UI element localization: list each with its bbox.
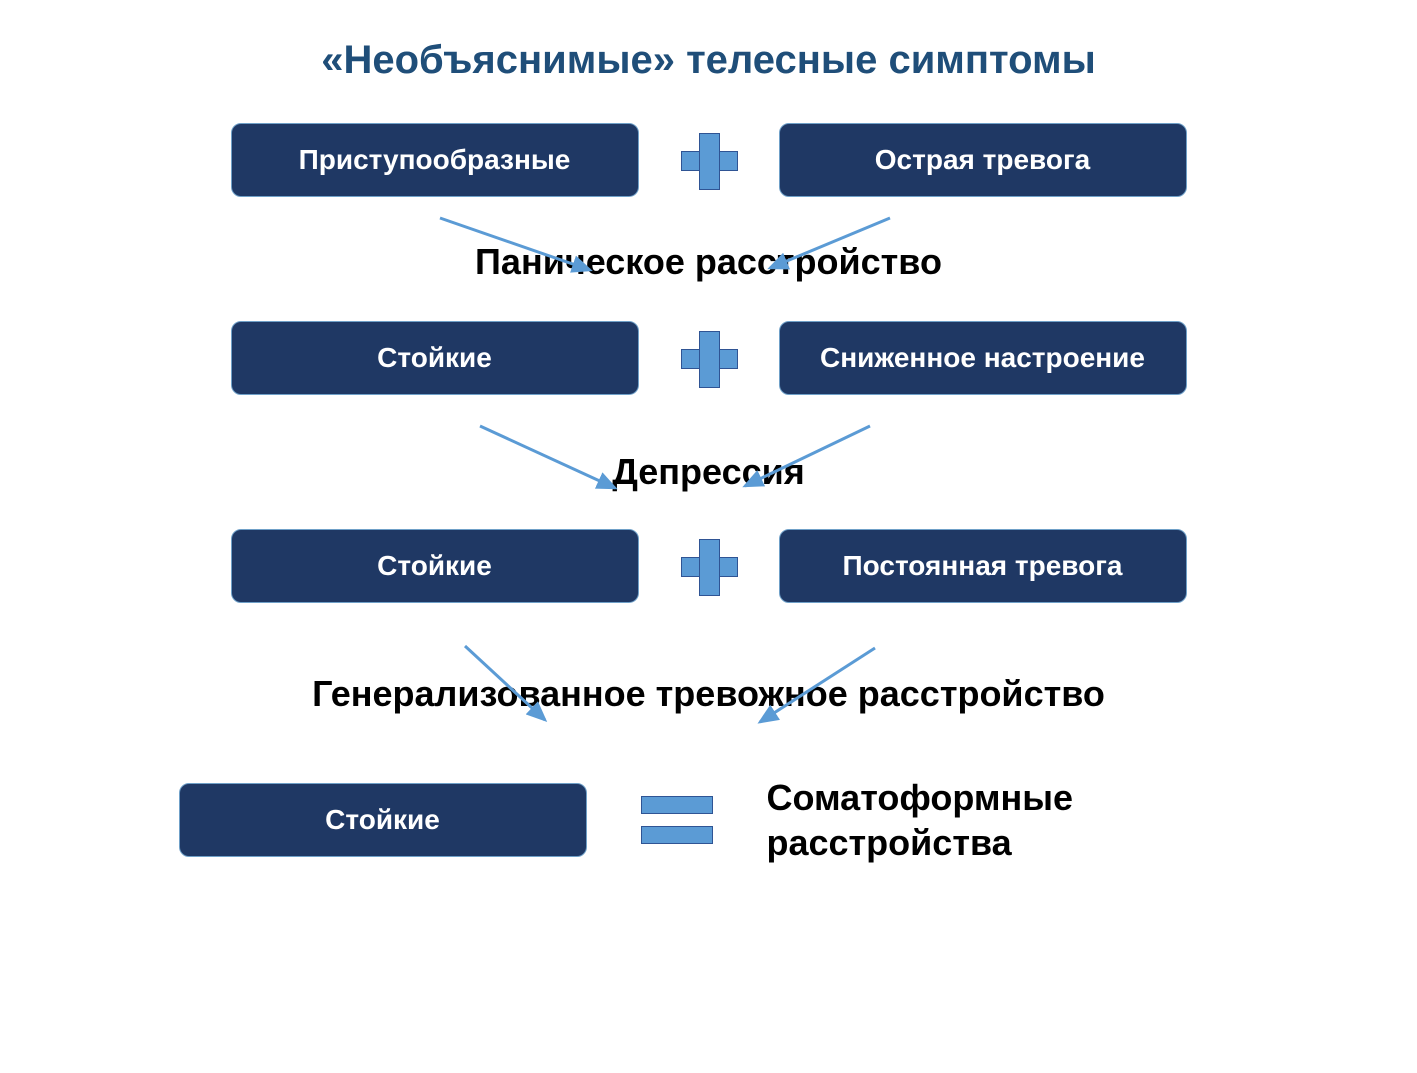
box-persistent-1: Стойкие bbox=[231, 321, 639, 395]
row-4: Стойкие Соматоформные расстройства bbox=[79, 775, 1339, 865]
slide-title: «Необъяснимые» телесные симптомы bbox=[0, 0, 1417, 113]
result-panic-disorder: Паническое расстройство bbox=[0, 241, 1417, 283]
row-2: Стойкие Сниженное настроение bbox=[109, 321, 1309, 395]
box-persistent-3: Стойкие bbox=[179, 783, 587, 857]
plus-icon bbox=[681, 331, 736, 386]
box-low-mood: Сниженное настроение bbox=[779, 321, 1187, 395]
box-acute-anxiety: Острая тревога bbox=[779, 123, 1187, 197]
plus-icon bbox=[681, 133, 736, 188]
result-gad: Генерализованное тревожное расстройство bbox=[0, 673, 1417, 715]
plus-icon bbox=[681, 539, 736, 594]
row-3: Стойкие Постоянная тревога bbox=[109, 529, 1309, 603]
box-paroxysmal: Приступообразные bbox=[231, 123, 639, 197]
equals-icon bbox=[641, 793, 713, 848]
result-depression: Депрессия bbox=[0, 451, 1417, 493]
box-constant-anxiety: Постоянная тревога bbox=[779, 529, 1187, 603]
result-somatoform: Соматоформные расстройства bbox=[767, 775, 1187, 865]
box-persistent-2: Стойкие bbox=[231, 529, 639, 603]
row-1: Приступообразные Острая тревога bbox=[109, 123, 1309, 197]
